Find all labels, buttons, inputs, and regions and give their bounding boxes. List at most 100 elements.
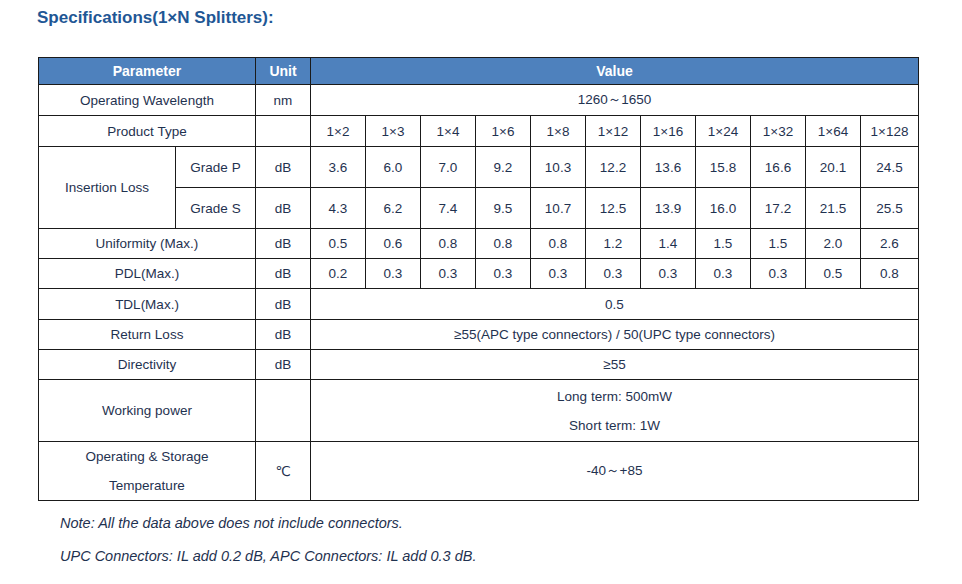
value-cell: 12.2 <box>586 147 641 188</box>
value-cell: ≥55(APC type connectors) / 50(UPC type c… <box>311 320 919 350</box>
row-return-loss: Return Loss dB ≥55(APC type connectors) … <box>39 320 919 350</box>
value-cell: 0.8 <box>531 229 586 259</box>
value-cell: 1.4 <box>641 229 696 259</box>
value-cell: 1×3 <box>366 116 421 147</box>
row-temperature: Operating & Storage Temperature ℃ -40～+8… <box>39 442 919 501</box>
working-power-long-term: Long term: 500mW <box>313 382 916 411</box>
value-cell: 0.3 <box>696 259 751 289</box>
header-parameter: Parameter <box>39 58 256 85</box>
value-cell: 0.8 <box>476 229 531 259</box>
value-cell: 10.7 <box>531 188 586 229</box>
value-cell: 25.5 <box>861 188 919 229</box>
value-cell: 1×24 <box>696 116 751 147</box>
value-cell: 1×128 <box>861 116 919 147</box>
value-cell: 0.5 <box>806 259 861 289</box>
value-cell: 1.5 <box>751 229 806 259</box>
param-label: Product Type <box>39 116 256 147</box>
param-label: Operating Wavelength <box>39 85 256 116</box>
param-label: PDL(Max.) <box>39 259 256 289</box>
unit-cell: dB <box>256 147 311 188</box>
value-cell: 21.5 <box>806 188 861 229</box>
value-cell: ≥55 <box>311 350 919 380</box>
value-cell: 1×16 <box>641 116 696 147</box>
value-cell: 0.3 <box>641 259 696 289</box>
value-cell: 7.0 <box>421 147 476 188</box>
value-cell: 1×12 <box>586 116 641 147</box>
unit-cell: ℃ <box>256 442 311 501</box>
unit-cell: dB <box>256 350 311 380</box>
param-label: TDL(Max.) <box>39 289 256 320</box>
value-cell: 6.0 <box>366 147 421 188</box>
unit-cell: dB <box>256 259 311 289</box>
value-cell: Long term: 500mW Short term: 1W <box>311 380 919 442</box>
param-label: Uniformity (Max.) <box>39 229 256 259</box>
unit-cell: dB <box>256 289 311 320</box>
value-cell: 1×32 <box>751 116 806 147</box>
row-directivity: Directivity dB ≥55 <box>39 350 919 380</box>
param-label: Directivity <box>39 350 256 380</box>
value-cell: 0.3 <box>366 259 421 289</box>
document-page: Specifications(1×N Splitters): Parameter… <box>0 0 962 584</box>
value-cell: 0.5 <box>311 289 919 320</box>
unit-cell <box>256 380 311 442</box>
value-cell: 1260～1650 <box>311 85 919 116</box>
row-tdl: TDL(Max.) dB 0.5 <box>39 289 919 320</box>
value-cell: 2.6 <box>861 229 919 259</box>
header-unit: Unit <box>256 58 311 85</box>
row-working-power: Working power Long term: 500mW Short ter… <box>39 380 919 442</box>
note-il-add: UPC Connectors: IL add 0.2 dB, APC Conne… <box>60 548 476 564</box>
working-power-short-term: Short term: 1W <box>313 411 916 440</box>
value-cell: 6.2 <box>366 188 421 229</box>
subparam-label: Grade P <box>176 147 256 188</box>
value-cell: 3.6 <box>311 147 366 188</box>
param-label-insertion-loss: Insertion Loss <box>39 147 176 229</box>
specifications-table: Parameter Unit Value Operating Wavelengt… <box>38 57 919 501</box>
value-cell: 0.2 <box>311 259 366 289</box>
value-cell: 9.2 <box>476 147 531 188</box>
value-cell: 0.3 <box>476 259 531 289</box>
param-label: Working power <box>39 380 256 442</box>
value-cell: 0.3 <box>586 259 641 289</box>
subparam-label: Grade S <box>176 188 256 229</box>
value-cell: 9.5 <box>476 188 531 229</box>
unit-cell: nm <box>256 85 311 116</box>
page-title: Specifications(1×N Splitters): <box>37 8 274 28</box>
value-cell: 1×6 <box>476 116 531 147</box>
value-cell: 13.6 <box>641 147 696 188</box>
value-cell: 2.0 <box>806 229 861 259</box>
unit-cell: dB <box>256 188 311 229</box>
value-cell: 0.3 <box>531 259 586 289</box>
footnotes: Note: All the data above does not includ… <box>60 515 476 581</box>
note-connectors: Note: All the data above does not includ… <box>60 515 476 531</box>
value-cell: 16.0 <box>696 188 751 229</box>
value-cell: 24.5 <box>861 147 919 188</box>
temperature-label-line1: Operating & Storage <box>41 442 253 471</box>
param-label: Return Loss <box>39 320 256 350</box>
value-cell: 13.9 <box>641 188 696 229</box>
value-cell: 0.8 <box>861 259 919 289</box>
row-operating-wavelength: Operating Wavelength nm 1260～1650 <box>39 85 919 116</box>
value-cell: 0.6 <box>366 229 421 259</box>
value-cell: 16.6 <box>751 147 806 188</box>
value-cell: 0.3 <box>751 259 806 289</box>
unit-cell: dB <box>256 229 311 259</box>
value-cell: 1.2 <box>586 229 641 259</box>
param-label: Operating & Storage Temperature <box>39 442 256 501</box>
row-pdl: PDL(Max.) dB 0.2 0.3 0.3 0.3 0.3 0.3 0.3… <box>39 259 919 289</box>
header-value: Value <box>311 58 919 85</box>
value-cell: 10.3 <box>531 147 586 188</box>
row-insertion-loss-grade-p: Insertion Loss Grade P dB 3.6 6.0 7.0 9.… <box>39 147 919 188</box>
value-cell: 1×4 <box>421 116 476 147</box>
value-cell: 12.5 <box>586 188 641 229</box>
unit-cell: dB <box>256 320 311 350</box>
value-cell: -40～+85 <box>311 442 919 501</box>
row-uniformity: Uniformity (Max.) dB 0.5 0.6 0.8 0.8 0.8… <box>39 229 919 259</box>
value-cell: 7.4 <box>421 188 476 229</box>
table-header-row: Parameter Unit Value <box>39 58 919 85</box>
value-cell: 1×64 <box>806 116 861 147</box>
value-cell: 20.1 <box>806 147 861 188</box>
value-cell: 17.2 <box>751 188 806 229</box>
value-cell: 0.8 <box>421 229 476 259</box>
value-cell: 0.5 <box>311 229 366 259</box>
value-cell: 0.3 <box>421 259 476 289</box>
